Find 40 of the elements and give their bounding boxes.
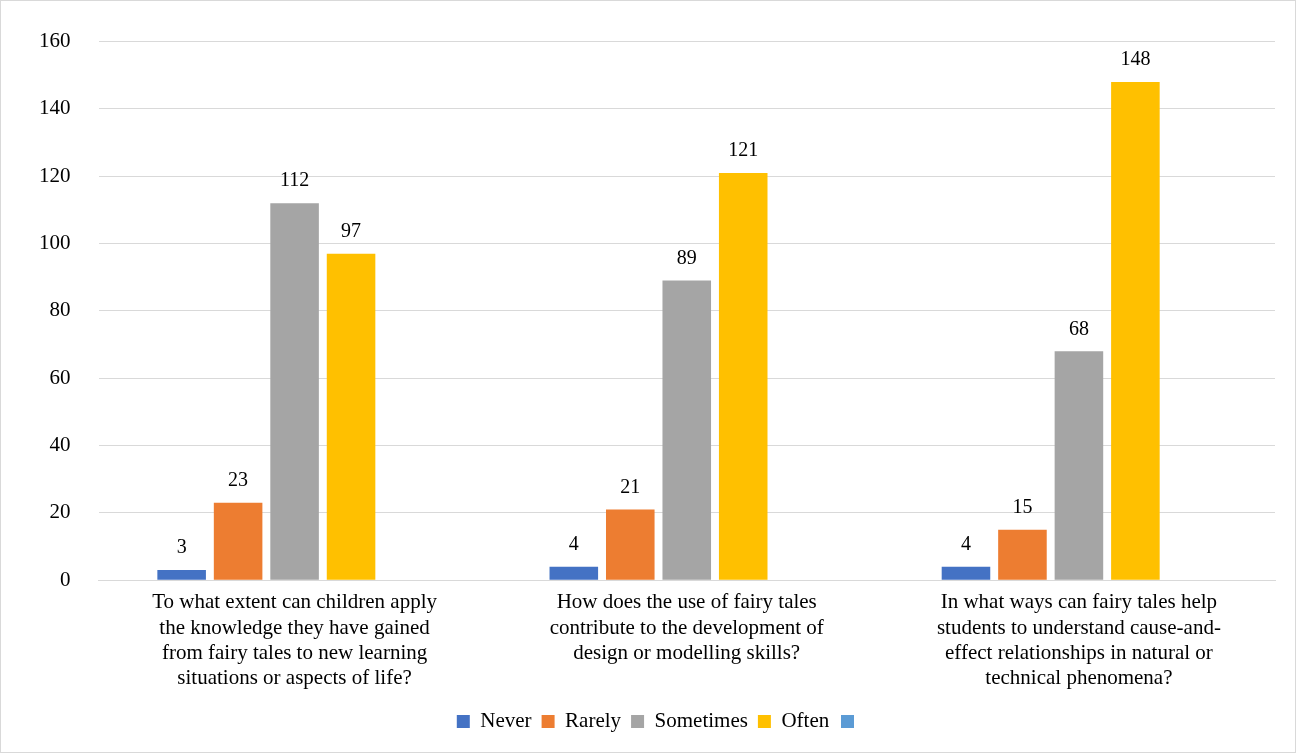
y-tick-label: 40: [49, 432, 71, 457]
bar: [213, 502, 263, 580]
y-tick-label: 60: [49, 364, 71, 389]
legend-label: Never: [480, 708, 532, 733]
data-label: 15: [1012, 494, 1033, 517]
data-label: 3: [176, 535, 187, 558]
data-label: 23: [228, 468, 249, 491]
bar: [662, 280, 712, 580]
x-tick-label: How does the use of fairy tales contribute to the development of design or modelling skills?: [549, 589, 824, 664]
bar: [998, 529, 1047, 580]
y-tick-label: 20: [49, 499, 71, 524]
data-label: 68: [1068, 316, 1089, 339]
bar: [1111, 82, 1160, 580]
data-label: 4: [568, 531, 579, 554]
y-tick-label: 140: [39, 95, 71, 120]
bar: [157, 570, 206, 580]
bar: [1054, 351, 1104, 580]
data-label: 112: [279, 168, 310, 191]
data-label: 121: [728, 138, 759, 161]
data-label: 21: [620, 474, 641, 497]
bar: [718, 172, 768, 580]
bar: [606, 509, 655, 580]
data-label: 89: [676, 245, 697, 268]
x-tick-label: In what ways can fairy tales help students to understand cause-and-effect relationships in natural or technical phenomena?: [936, 589, 1221, 689]
data-label: 148: [1120, 47, 1151, 70]
legend-label: Rarely: [565, 708, 622, 733]
y-tick-label: 100: [39, 230, 71, 255]
data-label: 4: [960, 531, 971, 554]
bar: [941, 566, 991, 580]
x-tick-label: To what extent can children apply the knowledge they have gained from fairy tales to new learning situations or aspects of life?: [152, 589, 438, 689]
bar: [549, 566, 599, 580]
legend-label: Often: [781, 708, 830, 733]
bar: [270, 203, 319, 580]
y-tick-label: 0: [60, 566, 71, 591]
y-tick-label: 160: [39, 28, 71, 53]
bar: [326, 253, 376, 580]
legend-label: Sometimes: [654, 708, 748, 733]
y-tick-label: 80: [49, 297, 71, 322]
y-tick-label: 120: [39, 162, 71, 187]
data-label: 97: [341, 218, 362, 241]
